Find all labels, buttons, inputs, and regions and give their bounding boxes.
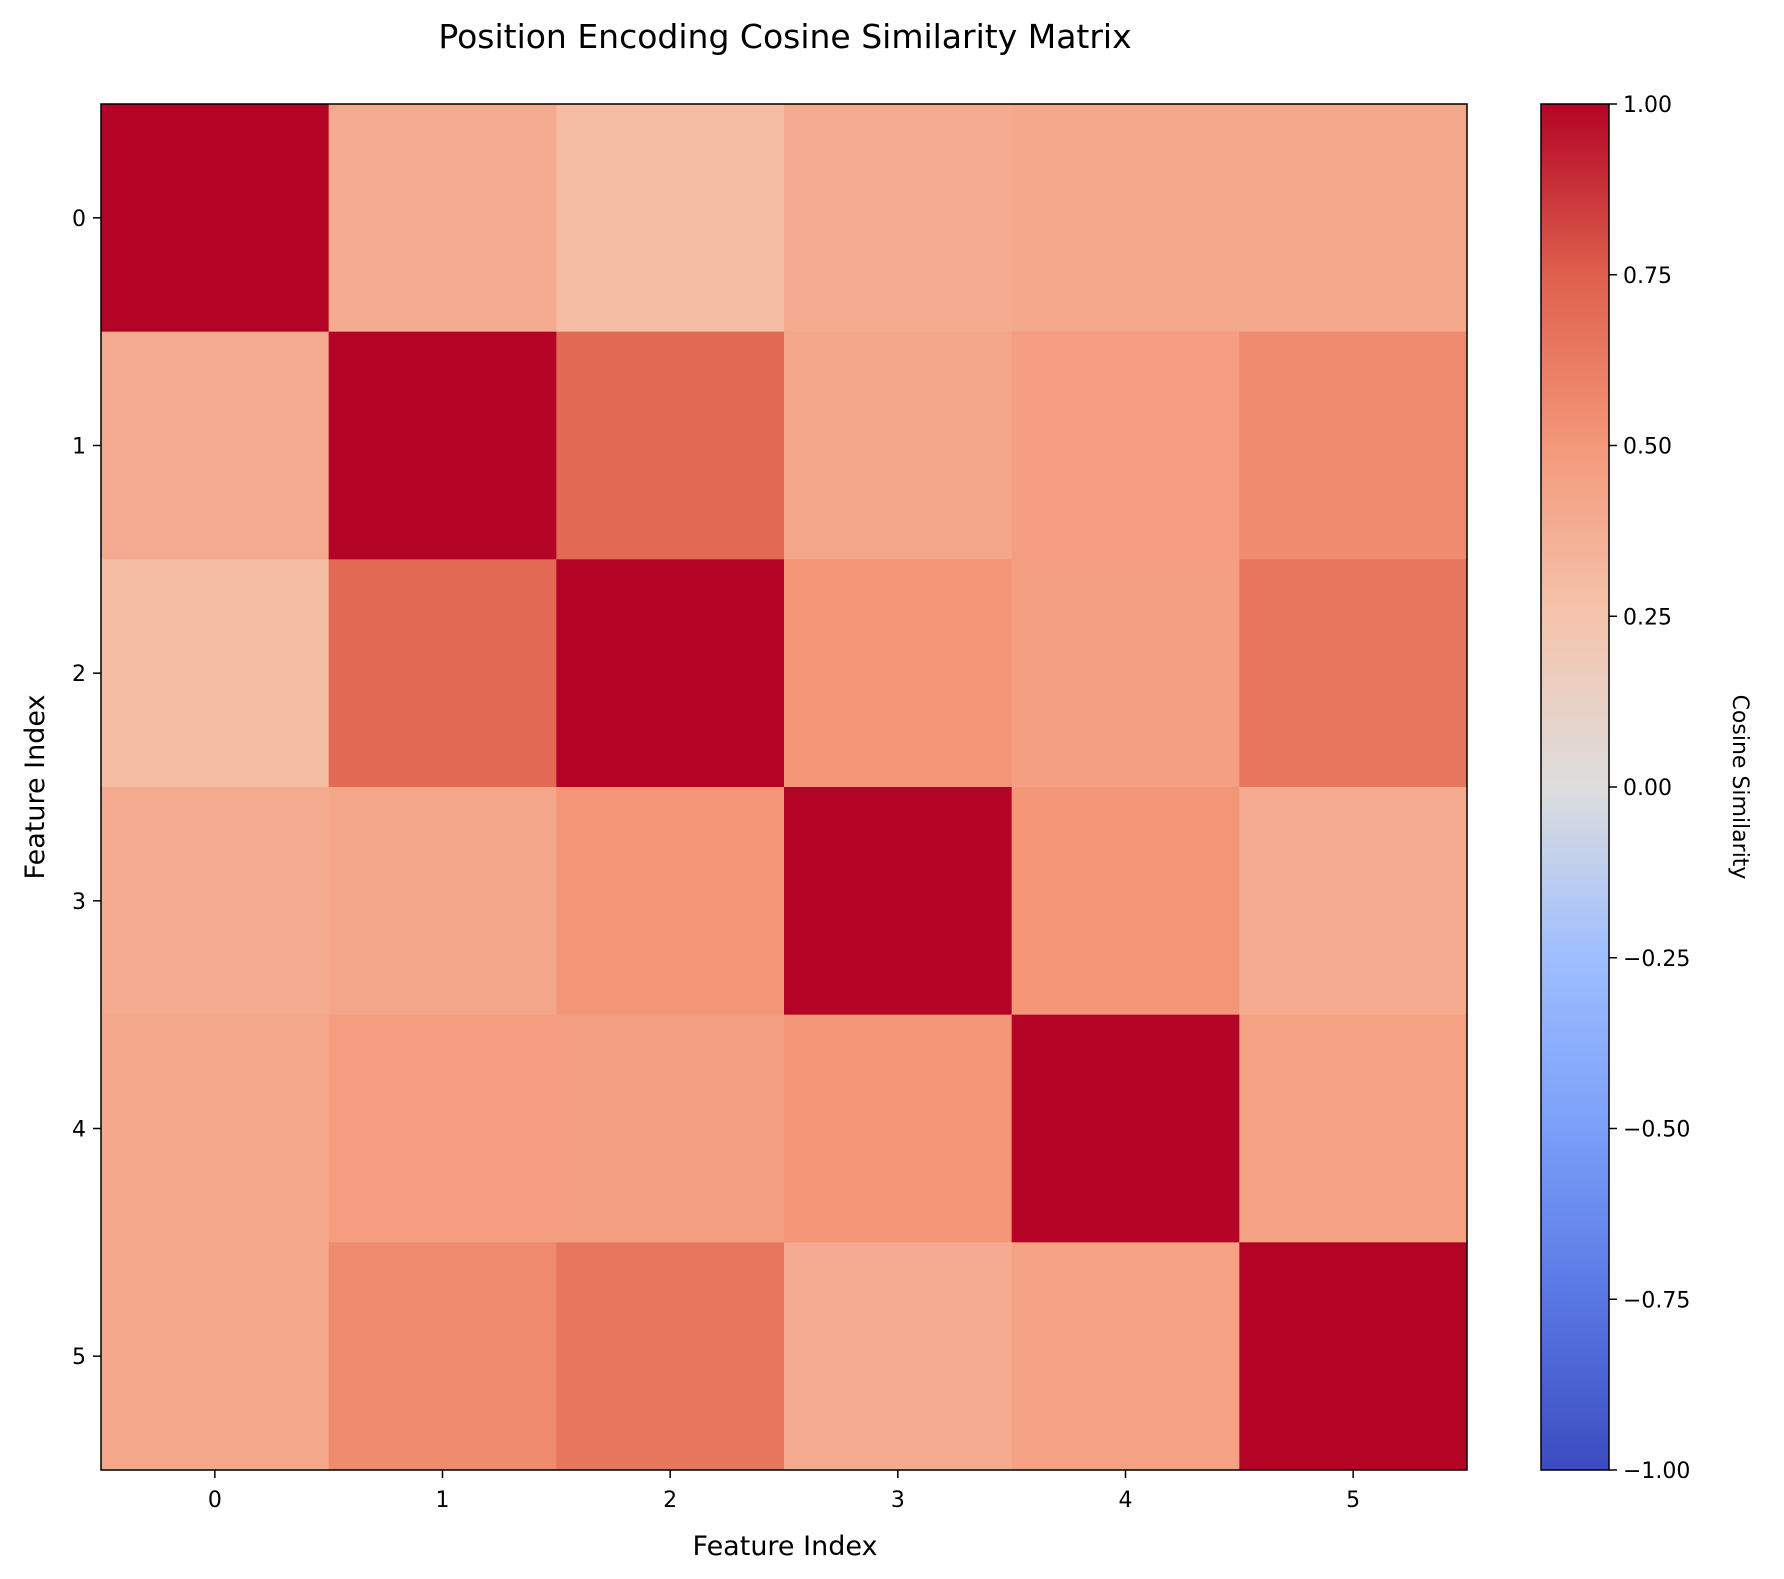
heatmap-cell-r4-c3 — [784, 1014, 1013, 1243]
heatmap-cell-r5-c4 — [1011, 1242, 1240, 1471]
heatmap-cell-r3-c0 — [101, 787, 330, 1016]
x-tick-label: 4 — [1119, 1488, 1133, 1513]
heatmap-cell-r0-c3 — [784, 104, 1013, 333]
heatmap-cell-r1-c1 — [328, 331, 557, 560]
colorbar-label: Cosine Similarity — [1727, 695, 1752, 880]
x-axis-label: Feature Index — [693, 1531, 878, 1562]
heatmap-cell-r4-c4 — [1011, 1014, 1240, 1243]
heatmap-cell-r3-c3 — [784, 787, 1013, 1016]
heatmap-cell-r5-c3 — [784, 1242, 1013, 1471]
x-tick-label: 5 — [1346, 1488, 1360, 1513]
heatmap-cell-r0-c4 — [1011, 104, 1240, 333]
heatmap-cell-r2-c4 — [1011, 559, 1240, 788]
heatmap-cell-r5-c1 — [328, 1242, 557, 1471]
heatmap-cell-r3-c5 — [1239, 787, 1468, 1016]
y-tick-label: 1 — [72, 435, 86, 460]
heatmap-cell-r3-c4 — [1011, 787, 1240, 1016]
heatmap-cell-r2-c5 — [1239, 559, 1468, 788]
heatmap-cell-r2-c3 — [784, 559, 1013, 788]
heatmap-cells — [101, 104, 1468, 1471]
x-tick-label: 0 — [208, 1488, 222, 1513]
heatmap-cell-r0-c5 — [1239, 104, 1468, 333]
colorbar-tick-label: 0.50 — [1623, 435, 1672, 460]
heatmap-cell-r3-c1 — [328, 787, 557, 1016]
heatmap-cell-r0-c2 — [556, 104, 785, 333]
y-tick-label: 2 — [72, 662, 86, 687]
colorbar-tick-label: −0.50 — [1623, 1118, 1690, 1143]
y-tick-label: 0 — [72, 207, 86, 232]
heatmap-cell-r0-c1 — [328, 104, 557, 333]
heatmap-cell-r5-c5 — [1239, 1242, 1468, 1471]
y-tick-label: 4 — [72, 1118, 86, 1143]
colorbar-tick-label: 0.75 — [1623, 264, 1672, 289]
colorbar-tick-label: −1.00 — [1623, 1459, 1690, 1484]
chart-title: Position Encoding Cosine Similarity Matr… — [438, 17, 1131, 56]
heatmap-cell-r1-c4 — [1011, 331, 1240, 560]
heatmap-cell-r0-c0 — [101, 104, 330, 333]
heatmap-cell-r1-c2 — [556, 331, 785, 560]
heatmap-cell-r4-c5 — [1239, 1014, 1468, 1243]
colorbar — [1540, 103, 1610, 1471]
colorbar-tick-label: −0.25 — [1623, 947, 1690, 972]
heatmap-cell-r2-c1 — [328, 559, 557, 788]
heatmap-cell-r4-c1 — [328, 1014, 557, 1243]
heatmap-cell-r5-c2 — [556, 1242, 785, 1471]
y-tick-label: 5 — [72, 1345, 86, 1370]
heatmap-cell-r1-c5 — [1239, 331, 1468, 560]
heatmap-cell-r2-c2 — [556, 559, 785, 788]
y-tick-label: 3 — [72, 890, 86, 915]
heatmap-cell-r1-c0 — [101, 331, 330, 560]
x-tick-label: 1 — [436, 1488, 450, 1513]
plot-frame — [100, 103, 1468, 1471]
x-axis-ticks: 0 1 2 3 4 5 — [208, 1470, 1360, 1513]
heatmap-cell-r3-c2 — [556, 787, 785, 1016]
x-tick-label: 2 — [663, 1488, 677, 1513]
colorbar-ticks: 1.00 0.75 0.50 0.25 0.00 −0.25 −0.50 −0.75 −1.00 — [1609, 93, 1690, 1484]
heatmap-cell-r5-c0 — [101, 1242, 330, 1471]
y-axis-ticks: 0 1 2 3 4 5 — [72, 207, 101, 1370]
colorbar-tick-label: 0.00 — [1623, 776, 1672, 801]
colorbar-tick-label: −0.75 — [1623, 1288, 1690, 1313]
colorbar-tick-label: 1.00 — [1623, 93, 1672, 118]
heatmap-cell-r4-c2 — [556, 1014, 785, 1243]
heatmap-cell-r4-c0 — [101, 1014, 330, 1243]
heatmap-cell-r1-c3 — [784, 331, 1013, 560]
y-axis-label: Feature Index — [20, 695, 51, 880]
x-tick-label: 3 — [891, 1488, 905, 1513]
heatmap-cell-r2-c0 — [101, 559, 330, 788]
colorbar-tick-label: 0.25 — [1623, 605, 1672, 630]
